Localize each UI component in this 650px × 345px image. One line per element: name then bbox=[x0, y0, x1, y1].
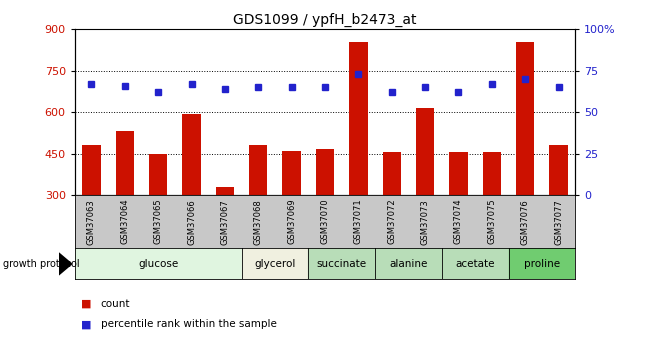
Title: GDS1099 / ypfH_b2473_at: GDS1099 / ypfH_b2473_at bbox=[233, 13, 417, 27]
Bar bbox=[442, 248, 508, 279]
Bar bbox=[549, 145, 567, 195]
Text: GSM37063: GSM37063 bbox=[87, 199, 96, 245]
Bar bbox=[116, 131, 134, 195]
Bar bbox=[349, 42, 367, 195]
Bar bbox=[308, 248, 375, 279]
Bar bbox=[216, 187, 234, 195]
Bar bbox=[516, 42, 534, 195]
Text: percentile rank within the sample: percentile rank within the sample bbox=[101, 319, 277, 329]
Bar bbox=[75, 248, 242, 279]
Text: GSM37076: GSM37076 bbox=[521, 199, 530, 245]
Text: GSM37067: GSM37067 bbox=[220, 199, 229, 245]
Bar bbox=[149, 154, 167, 195]
Text: ■: ■ bbox=[81, 319, 92, 329]
Text: GSM37072: GSM37072 bbox=[387, 199, 396, 245]
Bar bbox=[249, 145, 267, 195]
Bar bbox=[83, 145, 101, 195]
Text: alanine: alanine bbox=[389, 259, 428, 269]
Bar bbox=[283, 151, 301, 195]
Text: GSM37077: GSM37077 bbox=[554, 199, 563, 245]
Text: GSM37075: GSM37075 bbox=[488, 199, 497, 245]
Text: ■: ■ bbox=[81, 299, 92, 308]
Text: GSM37068: GSM37068 bbox=[254, 199, 263, 245]
Text: GSM37073: GSM37073 bbox=[421, 199, 430, 245]
Bar bbox=[483, 152, 501, 195]
Bar bbox=[416, 108, 434, 195]
Bar bbox=[242, 248, 308, 279]
Bar bbox=[508, 248, 575, 279]
Text: proline: proline bbox=[524, 259, 560, 269]
Text: glucose: glucose bbox=[138, 259, 178, 269]
Text: growth protocol: growth protocol bbox=[3, 259, 80, 269]
Text: succinate: succinate bbox=[317, 259, 367, 269]
Text: glycerol: glycerol bbox=[254, 259, 296, 269]
Text: GSM37065: GSM37065 bbox=[153, 199, 162, 245]
Text: acetate: acetate bbox=[456, 259, 495, 269]
Bar bbox=[316, 149, 334, 195]
Text: GSM37069: GSM37069 bbox=[287, 199, 296, 245]
Text: GSM37064: GSM37064 bbox=[120, 199, 129, 245]
Bar bbox=[375, 248, 442, 279]
Text: count: count bbox=[101, 299, 130, 308]
Bar bbox=[383, 152, 401, 195]
Text: GSM37070: GSM37070 bbox=[320, 199, 330, 245]
Text: GSM37071: GSM37071 bbox=[354, 199, 363, 245]
Text: GSM37074: GSM37074 bbox=[454, 199, 463, 245]
Bar bbox=[183, 114, 201, 195]
Polygon shape bbox=[58, 252, 73, 276]
Text: GSM37066: GSM37066 bbox=[187, 199, 196, 245]
Bar bbox=[449, 151, 467, 195]
